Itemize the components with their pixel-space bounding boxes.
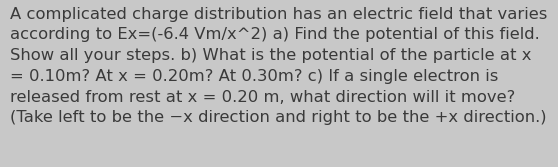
Text: A complicated charge distribution has an electric field that varies
according to: A complicated charge distribution has an… (10, 7, 547, 125)
